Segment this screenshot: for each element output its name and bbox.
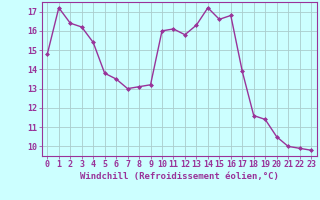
X-axis label: Windchill (Refroidissement éolien,°C): Windchill (Refroidissement éolien,°C): [80, 172, 279, 181]
